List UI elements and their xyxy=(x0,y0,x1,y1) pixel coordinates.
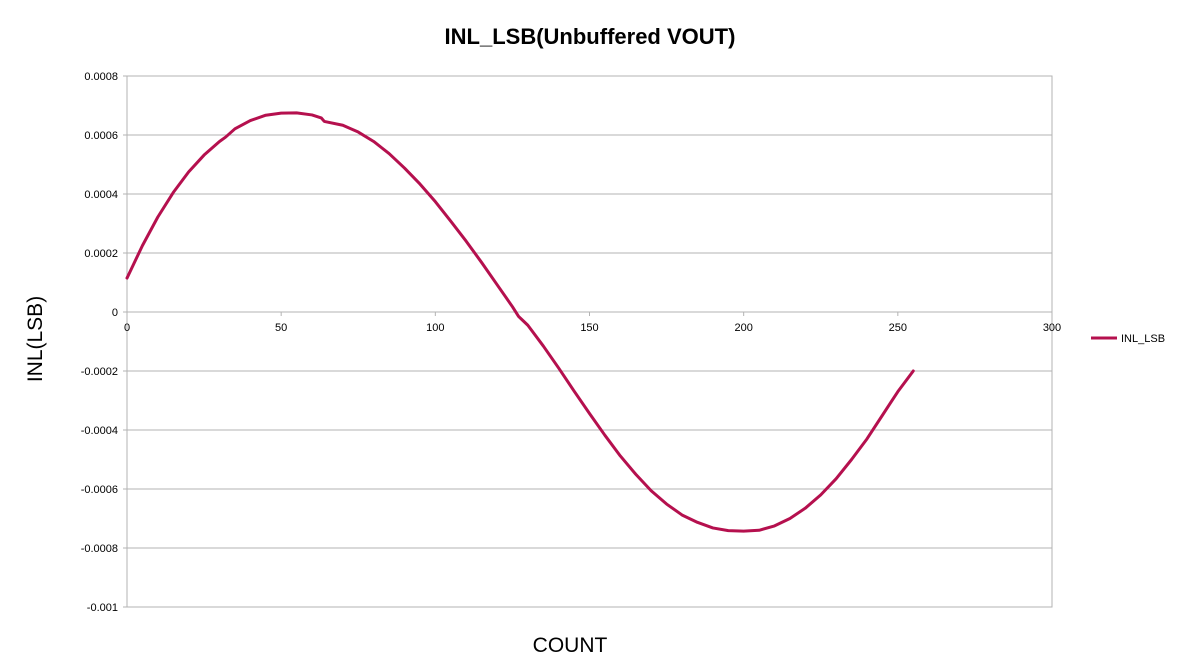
y-tick-label: 0 xyxy=(112,307,118,319)
legend-label-inl-lsb: INL_LSB xyxy=(1121,333,1165,345)
chart-title: INL_LSB(Unbuffered VOUT) xyxy=(445,24,736,49)
x-tick-label: 100 xyxy=(426,322,444,334)
y-tick-label: -0.0002 xyxy=(81,366,118,378)
x-tick-label: 300 xyxy=(1043,322,1061,334)
y-tick-label: -0.001 xyxy=(87,602,118,614)
y-tick-label: 0.0008 xyxy=(84,71,118,83)
x-tick-label: 250 xyxy=(889,322,907,334)
x-tick-label: 150 xyxy=(580,322,598,334)
plot-area-frame xyxy=(126,75,1053,608)
x-tick-label: 0 xyxy=(124,322,130,334)
x-tick-label: 50 xyxy=(275,322,287,334)
y-tick-label: -0.0008 xyxy=(81,543,118,555)
y-axis-title: INL(LSB) xyxy=(24,296,47,382)
y-tick-label: 0.0006 xyxy=(84,130,118,142)
y-axis: 0.0008 0.0006 0.0004 0.0002 0 -0.0002 -0.0004 -… xyxy=(81,71,127,614)
y-tick-label: 0.0004 xyxy=(84,189,118,201)
series-layer xyxy=(125,111,915,533)
x-tick-label: 200 xyxy=(734,322,752,334)
x-axis-title: COUNT xyxy=(533,634,608,657)
y-tick-label: -0.0006 xyxy=(81,484,118,496)
y-tick-label: 0.0002 xyxy=(84,248,118,260)
legend: INL_LSB xyxy=(1091,333,1165,345)
series-line-inl-lsb xyxy=(125,111,915,533)
x-axis: 0 50 100 150 200 250 300 xyxy=(124,311,1061,334)
y-tick-label: -0.0004 xyxy=(81,425,118,437)
